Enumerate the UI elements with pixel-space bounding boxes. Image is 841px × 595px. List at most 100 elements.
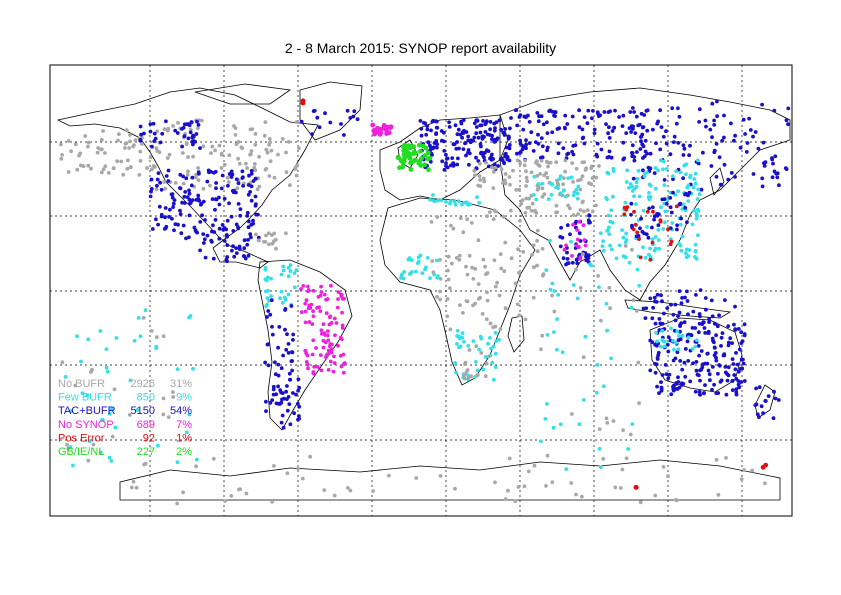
station-dot	[640, 132, 645, 137]
station-dot	[536, 162, 541, 167]
station-dot	[163, 215, 167, 220]
station-dot	[570, 114, 575, 119]
station-dot	[184, 430, 189, 435]
station-dot	[201, 232, 206, 237]
station-dot	[716, 371, 720, 376]
station-dot	[126, 158, 130, 163]
station-dot	[284, 347, 289, 352]
station-dot	[164, 119, 168, 124]
station-dot	[439, 198, 443, 203]
station-dot	[652, 295, 657, 300]
station-dot	[266, 288, 270, 293]
station-dot	[710, 365, 715, 369]
station-dot	[268, 400, 273, 405]
station-dot	[263, 120, 268, 124]
station-dot	[425, 256, 430, 260]
station-dot	[671, 358, 676, 363]
station-dot	[127, 146, 131, 150]
station-dot	[458, 303, 462, 308]
station-dot	[694, 360, 699, 364]
station-dot	[583, 243, 588, 248]
station-dot	[386, 130, 392, 136]
station-dot	[287, 371, 292, 376]
station-dot	[629, 305, 634, 310]
station-dot	[726, 340, 731, 345]
station-dot	[508, 126, 512, 131]
station-dot	[317, 125, 322, 130]
station-dot	[311, 370, 316, 374]
station-dot	[492, 128, 497, 133]
station-dot	[91, 442, 96, 447]
station-dot	[324, 311, 329, 316]
station-dot	[628, 110, 633, 114]
station-dot	[635, 150, 639, 154]
station-dot	[319, 290, 324, 294]
station-dot	[140, 142, 144, 146]
station-dot	[184, 142, 189, 147]
station-dot	[112, 387, 117, 392]
station-dot	[688, 175, 692, 180]
station-dot	[719, 335, 724, 340]
station-dot	[279, 366, 284, 371]
station-dot	[229, 494, 234, 498]
station-dot	[466, 344, 471, 348]
station-dot	[694, 293, 698, 297]
station-dot	[641, 208, 646, 213]
station-dot	[737, 347, 742, 352]
station-dot	[469, 374, 474, 379]
station-dot	[308, 306, 313, 310]
legend-percent: 9%	[176, 392, 192, 404]
station-dot	[685, 185, 690, 190]
legend-percent: 54%	[170, 405, 192, 417]
station-dot	[648, 368, 653, 373]
station-dot	[180, 200, 185, 205]
station-dot	[485, 148, 489, 153]
station-dot	[493, 284, 498, 289]
station-dot	[739, 330, 744, 335]
station-dot	[503, 306, 508, 311]
station-dot	[187, 315, 192, 320]
station-dot	[511, 168, 515, 173]
station-dot	[558, 244, 563, 249]
station-dot	[231, 244, 235, 249]
station-dot	[545, 131, 550, 136]
station-dot	[577, 422, 582, 427]
station-dot	[294, 268, 299, 272]
station-dot	[490, 165, 494, 170]
station-dot	[675, 329, 680, 334]
station-dot	[697, 120, 701, 124]
station-dot	[697, 330, 701, 335]
station-dot	[515, 158, 520, 163]
station-dot	[178, 186, 182, 190]
station-dot	[680, 296, 684, 300]
station-dot	[432, 272, 437, 277]
map-title: 2 - 8 March 2015: SYNOP report availabil…	[284, 40, 557, 56]
station-dot	[491, 186, 496, 191]
station-dot	[565, 257, 570, 261]
station-dot	[637, 283, 642, 288]
station-dot	[264, 409, 268, 413]
station-dot	[296, 417, 300, 422]
station-dot	[294, 173, 299, 178]
station-dot	[492, 377, 496, 382]
station-dot	[210, 197, 215, 202]
station-dot	[578, 286, 583, 290]
station-dot	[346, 486, 350, 490]
station-dot	[740, 366, 745, 371]
station-dot	[101, 167, 106, 172]
station-dot	[676, 375, 680, 380]
station-dot	[574, 187, 579, 192]
station-dot	[508, 208, 513, 213]
legend-count: 227	[137, 446, 155, 458]
station-dot	[657, 246, 662, 251]
station-dot	[641, 245, 645, 250]
station-dot	[786, 122, 790, 127]
station-dot	[672, 383, 676, 388]
station-dot	[99, 137, 104, 142]
station-dot	[60, 153, 64, 157]
station-dot	[575, 261, 580, 266]
station-dot	[121, 172, 126, 177]
station-dot	[482, 135, 486, 139]
station-dot	[188, 127, 193, 132]
coast-greenland	[299, 81, 363, 141]
